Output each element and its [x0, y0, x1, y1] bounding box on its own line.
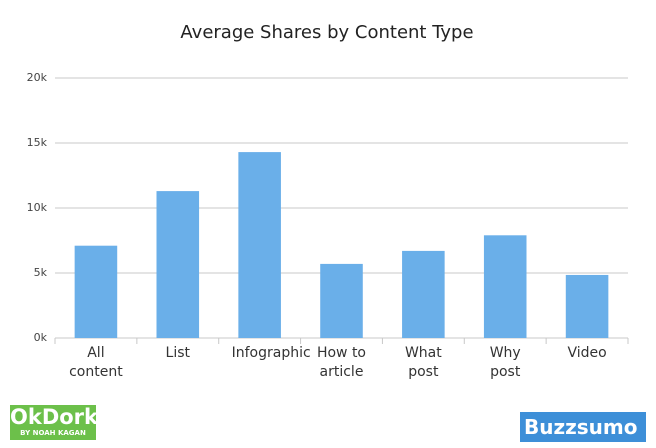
x-tick-label-box: List: [137, 344, 219, 363]
bar: [320, 263, 363, 338]
x-tick-label: Infographic: [231, 345, 311, 361]
x-tick-label-box: Video: [546, 344, 628, 363]
y-tick-label: 20k: [27, 71, 48, 84]
bar: [156, 191, 200, 338]
x-tick-label: Why post: [489, 345, 521, 380]
y-tick-label: 10k: [27, 201, 48, 214]
logo-subtext: BY NOAH KAGAN: [20, 429, 86, 437]
bar: [565, 274, 609, 338]
x-tick-label-box: What post: [382, 344, 464, 382]
y-tick-label: 5k: [34, 266, 48, 279]
okdork-logo: OkDork BY NOAH KAGAN: [10, 405, 98, 440]
chart-title: Average Shares by Content Type: [180, 22, 473, 43]
x-tick-label: Video: [567, 345, 607, 361]
x-tick-label: List: [165, 345, 190, 361]
buzzsumo-logo: Buzzsumo: [520, 412, 646, 442]
x-tick-label-box: Infographic: [219, 344, 311, 363]
x-tick-label-box: All content: [55, 344, 137, 382]
x-tick-label: What post: [404, 345, 442, 380]
bar: [402, 250, 445, 338]
y-tick-label: 15k: [27, 136, 48, 149]
bar: [238, 152, 281, 338]
bar: [483, 235, 527, 338]
logo-text: OkDork: [10, 405, 98, 429]
x-tick-label: How to article: [316, 345, 367, 380]
bar: [74, 245, 118, 338]
x-tick-label-box: How to article: [301, 344, 383, 382]
y-tick-label: 0k: [34, 331, 48, 344]
x-tick-label: All content: [69, 345, 123, 380]
x-tick-label-box: Why post: [464, 344, 546, 382]
